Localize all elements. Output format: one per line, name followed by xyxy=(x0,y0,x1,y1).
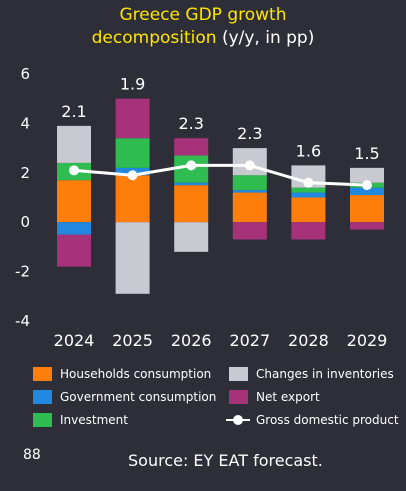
bar-households xyxy=(115,175,150,223)
chart-area: -4 -2 0 2 4 6 2.1 1.9 2.3 2.3 1.6 1.5 2024 2025 2026 20… xyxy=(15,65,388,350)
bar-net_export xyxy=(174,138,209,156)
bar-households xyxy=(232,192,267,223)
gdp-point xyxy=(303,177,314,188)
gdp-data-label: 1.6 xyxy=(296,141,321,160)
legend-label-investment: Investment xyxy=(60,413,128,427)
gdp-point xyxy=(186,160,197,171)
bar-government xyxy=(174,182,209,186)
bar-inventories xyxy=(350,167,384,183)
title-main-line2: decomposition xyxy=(91,28,217,48)
bar-net_export xyxy=(291,222,326,240)
bar-government xyxy=(57,222,91,235)
bar-net_export xyxy=(57,234,91,267)
legend-marker-gdp xyxy=(233,415,243,425)
gdp-data-label: 2.3 xyxy=(237,124,262,143)
bar-households xyxy=(57,180,91,223)
legend-label-gdp: Gross domestic product xyxy=(256,413,399,427)
gdp-point xyxy=(362,180,372,191)
legend-label-government: Government consumption xyxy=(60,390,217,404)
bar-net_export xyxy=(350,222,384,230)
bar-government xyxy=(350,187,384,196)
legend-swatch-net-export xyxy=(229,390,248,404)
bar-households xyxy=(174,185,209,223)
y-tick-label: 4 xyxy=(20,114,30,132)
bar-net_export xyxy=(232,222,267,240)
bar-government xyxy=(232,190,267,193)
legend-swatch-investment xyxy=(33,413,52,427)
x-tick-label: 2029 xyxy=(347,331,388,350)
title-unit: (y/y, in pp) xyxy=(221,28,315,48)
x-tick-label: 2026 xyxy=(171,331,212,350)
y-tick-label: 0 xyxy=(20,213,30,231)
legend-label-households: Households consumption xyxy=(60,367,212,381)
legend-swatch-inventories xyxy=(229,367,248,381)
y-tick-label: -4 xyxy=(15,312,30,330)
bar-inventories xyxy=(115,222,150,294)
bar-inventories xyxy=(174,222,209,252)
x-tick-label: 2024 xyxy=(54,331,95,350)
source-note: Source: EY EAT forecast. xyxy=(128,451,323,470)
gdp-line xyxy=(73,163,368,187)
legend-swatch-government xyxy=(33,390,52,404)
bar-investment xyxy=(115,138,150,168)
gdp-point xyxy=(69,165,79,176)
bar-inventories xyxy=(57,125,91,163)
gdp-data-label: 2.1 xyxy=(61,102,86,121)
bar-investment xyxy=(291,187,326,193)
gdp-data-label: 1.5 xyxy=(354,144,379,163)
page-number: 88 xyxy=(23,447,41,463)
y-tick-label: -2 xyxy=(15,263,30,281)
y-tick-label: 2 xyxy=(20,164,30,182)
x-tick-label: 2028 xyxy=(288,331,329,350)
bar-households xyxy=(291,197,326,223)
legend-label-inventories: Changes in inventories xyxy=(256,367,394,381)
x-tick-label: 2027 xyxy=(229,331,270,350)
bar-net_export xyxy=(115,98,150,139)
bar-government xyxy=(291,192,326,198)
bar-households xyxy=(350,195,384,223)
chart-title: Greece GDP growth decomposition (y/y, in… xyxy=(0,4,406,50)
y-tick-label: 6 xyxy=(20,65,30,83)
legend-label-net-export: Net export xyxy=(256,390,320,404)
gdp-point xyxy=(244,160,255,171)
x-tick-label: 2025 xyxy=(112,331,153,350)
gdp-data-label: 2.3 xyxy=(178,114,203,133)
title-main: Greece GDP growth xyxy=(119,5,287,25)
legend-swatch-households xyxy=(33,367,52,381)
bar-investment xyxy=(232,175,267,191)
gdp-data-label: 1.9 xyxy=(120,75,145,94)
gdp-point xyxy=(127,170,138,181)
